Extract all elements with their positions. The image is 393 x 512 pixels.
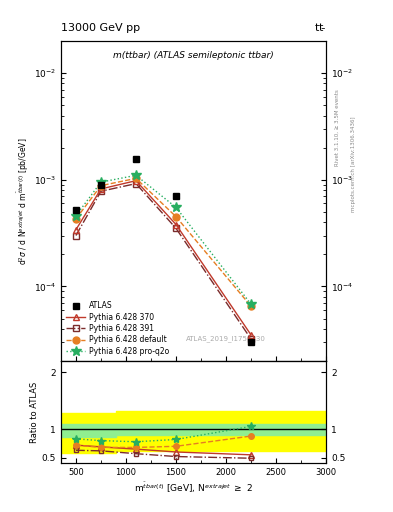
Pythia 6.428 391 [99,188,103,195]
Line: Pythia 6.428 391: Pythia 6.428 391 [73,181,254,342]
ATLAS [99,182,103,188]
Y-axis label: Ratio to ATLAS: Ratio to ATLAS [30,381,39,443]
Line: Pythia 6.428 default: Pythia 6.428 default [72,175,255,310]
Line: ATLAS: ATLAS [72,156,255,346]
Legend: ATLAS, Pythia 6.428 370, Pythia 6.428 391, Pythia 6.428 default, Pythia 6.428 pr: ATLAS, Pythia 6.428 370, Pythia 6.428 39… [65,300,171,357]
Pythia 6.428 391 [249,336,253,342]
Pythia 6.428 370 [99,186,103,192]
Pythia 6.428 370 [249,332,253,338]
ATLAS [249,339,253,345]
Line: Pythia 6.428 pro-q2o: Pythia 6.428 pro-q2o [71,170,256,309]
Pythia 6.428 pro-q2o [99,179,103,185]
Text: m(ttbar) (ATLAS semileptonic ttbar): m(ttbar) (ATLAS semileptonic ttbar) [113,51,274,59]
Y-axis label: d$^2\sigma$ / d N$^{extra jet}$ d m$^{\bar{t}bar(t)}$ [pb/GeV]: d$^2\sigma$ / d N$^{extra jet}$ d m$^{\b… [15,137,31,265]
Text: Rivet 3.1.10, ≥ 3.5M events: Rivet 3.1.10, ≥ 3.5M events [335,90,340,166]
Pythia 6.428 default [174,214,178,220]
Pythia 6.428 pro-q2o [134,172,138,178]
Line: Pythia 6.428 370: Pythia 6.428 370 [72,177,255,338]
Pythia 6.428 pro-q2o [174,204,178,210]
ATLAS [134,156,138,162]
X-axis label: m$^{\bar{t}bar(t)}$ [GeV], N$^{extra jet}$ $\geq$ 2: m$^{\bar{t}bar(t)}$ [GeV], N$^{extra jet… [134,480,253,495]
Pythia 6.428 391 [134,181,138,187]
ATLAS [73,207,78,213]
Pythia 6.428 default [73,216,78,222]
Text: tt$\bar{}$: tt$\bar{}$ [314,22,326,33]
ATLAS [174,193,178,199]
Pythia 6.428 391 [73,232,78,239]
Pythia 6.428 default [249,303,253,309]
Pythia 6.428 default [134,175,138,181]
Pythia 6.428 370 [134,178,138,184]
Pythia 6.428 370 [73,227,78,233]
Text: 13000 GeV pp: 13000 GeV pp [61,23,140,33]
Pythia 6.428 370 [174,222,178,228]
Pythia 6.428 pro-q2o [249,301,253,307]
Text: ATLAS_2019_I1750330: ATLAS_2019_I1750330 [185,335,265,342]
Pythia 6.428 default [99,183,103,189]
Pythia 6.428 pro-q2o [73,212,78,219]
Text: mcplots.cern.ch [arXiv:1306.3436]: mcplots.cern.ch [arXiv:1306.3436] [351,116,356,211]
Pythia 6.428 391 [174,225,178,231]
